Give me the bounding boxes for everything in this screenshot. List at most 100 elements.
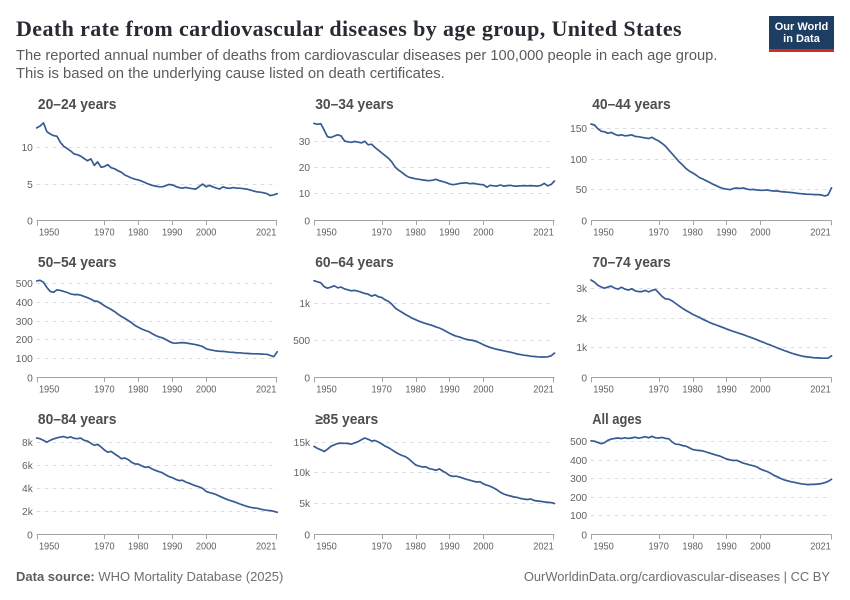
svg-text:1970: 1970 — [94, 227, 115, 238]
svg-text:All ages: All ages — [592, 412, 642, 428]
svg-text:1970: 1970 — [371, 227, 392, 238]
svg-text:2021: 2021 — [810, 227, 831, 238]
svg-text:1990: 1990 — [162, 384, 183, 395]
svg-text:1950: 1950 — [593, 541, 614, 552]
svg-text:200: 200 — [16, 335, 33, 346]
svg-text:300: 300 — [570, 474, 587, 485]
svg-text:1980: 1980 — [405, 227, 426, 238]
svg-text:1990: 1990 — [439, 227, 460, 238]
svg-text:1980: 1980 — [128, 227, 149, 238]
svg-text:0: 0 — [581, 530, 587, 541]
svg-text:10k: 10k — [294, 468, 311, 479]
svg-text:100: 100 — [570, 511, 587, 522]
svg-text:1970: 1970 — [94, 384, 115, 395]
svg-text:2021: 2021 — [256, 541, 277, 552]
svg-text:1970: 1970 — [648, 227, 669, 238]
svg-text:0: 0 — [304, 216, 310, 227]
svg-text:10: 10 — [299, 189, 311, 200]
svg-text:1990: 1990 — [716, 227, 737, 238]
svg-text:1990: 1990 — [162, 227, 183, 238]
svg-text:1950: 1950 — [39, 541, 60, 552]
svg-text:150: 150 — [570, 124, 587, 135]
svg-text:1990: 1990 — [162, 541, 183, 552]
svg-text:2021: 2021 — [810, 384, 831, 395]
svg-text:500: 500 — [293, 336, 310, 347]
svg-text:2000: 2000 — [196, 541, 217, 552]
svg-text:2021: 2021 — [256, 384, 277, 395]
svg-text:2000: 2000 — [473, 227, 494, 238]
svg-text:2021: 2021 — [256, 227, 277, 238]
svg-text:30–34 years: 30–34 years — [315, 97, 394, 113]
svg-text:2000: 2000 — [750, 384, 771, 395]
svg-text:10: 10 — [21, 143, 33, 154]
svg-text:≥85 years: ≥85 years — [315, 412, 378, 428]
svg-text:5: 5 — [27, 180, 33, 191]
svg-text:2000: 2000 — [196, 384, 217, 395]
svg-text:1980: 1980 — [682, 541, 703, 552]
svg-text:1970: 1970 — [371, 541, 392, 552]
svg-text:1950: 1950 — [39, 384, 60, 395]
svg-text:1950: 1950 — [316, 541, 337, 552]
svg-text:2000: 2000 — [750, 227, 771, 238]
svg-text:400: 400 — [16, 298, 33, 309]
svg-text:1950: 1950 — [316, 227, 337, 238]
svg-text:2021: 2021 — [810, 541, 831, 552]
svg-text:1k: 1k — [299, 299, 311, 310]
svg-text:0: 0 — [304, 530, 310, 541]
svg-text:100: 100 — [570, 155, 587, 166]
svg-text:1970: 1970 — [648, 541, 669, 552]
svg-text:40–44 years: 40–44 years — [592, 97, 671, 113]
svg-text:2021: 2021 — [533, 384, 554, 395]
svg-text:1980: 1980 — [128, 541, 149, 552]
svg-text:1950: 1950 — [39, 227, 60, 238]
svg-text:2000: 2000 — [473, 541, 494, 552]
svg-text:20: 20 — [299, 163, 311, 174]
svg-text:1980: 1980 — [405, 541, 426, 552]
svg-text:1980: 1980 — [682, 227, 703, 238]
svg-text:1980: 1980 — [128, 384, 149, 395]
svg-text:400: 400 — [570, 456, 587, 467]
svg-text:1990: 1990 — [716, 384, 737, 395]
svg-text:2000: 2000 — [196, 227, 217, 238]
svg-text:2k: 2k — [576, 314, 588, 325]
svg-text:8k: 8k — [22, 438, 34, 449]
svg-text:20–24 years: 20–24 years — [38, 97, 117, 113]
svg-text:100: 100 — [16, 354, 33, 365]
svg-text:500: 500 — [16, 279, 33, 290]
svg-text:1950: 1950 — [316, 384, 337, 395]
svg-text:1950: 1950 — [593, 227, 614, 238]
svg-text:50: 50 — [576, 185, 588, 196]
svg-text:200: 200 — [570, 493, 587, 504]
svg-text:1990: 1990 — [439, 384, 460, 395]
svg-text:0: 0 — [581, 373, 587, 384]
svg-text:4k: 4k — [22, 484, 34, 495]
svg-text:1k: 1k — [576, 343, 588, 354]
svg-text:1990: 1990 — [716, 541, 737, 552]
svg-text:60–64 years: 60–64 years — [315, 255, 394, 271]
svg-text:0: 0 — [304, 373, 310, 384]
svg-text:2021: 2021 — [533, 227, 554, 238]
svg-text:1950: 1950 — [593, 384, 614, 395]
svg-text:0: 0 — [581, 216, 587, 227]
svg-text:1970: 1970 — [94, 541, 115, 552]
svg-text:15k: 15k — [294, 438, 311, 449]
svg-text:2k: 2k — [22, 507, 34, 518]
svg-text:2021: 2021 — [533, 541, 554, 552]
svg-text:3k: 3k — [576, 284, 588, 295]
svg-text:0: 0 — [27, 216, 33, 227]
svg-text:6k: 6k — [22, 461, 34, 472]
svg-text:70–74 years: 70–74 years — [592, 255, 671, 271]
svg-text:5k: 5k — [299, 499, 311, 510]
svg-text:1970: 1970 — [648, 384, 669, 395]
svg-text:1970: 1970 — [371, 384, 392, 395]
svg-text:0: 0 — [27, 530, 33, 541]
svg-text:80–84 years: 80–84 years — [38, 412, 117, 428]
svg-text:1980: 1980 — [405, 384, 426, 395]
svg-text:30: 30 — [299, 137, 311, 148]
svg-text:1980: 1980 — [682, 384, 703, 395]
svg-text:500: 500 — [570, 437, 587, 448]
svg-text:1990: 1990 — [439, 541, 460, 552]
svg-text:2000: 2000 — [750, 541, 771, 552]
svg-text:0: 0 — [27, 373, 33, 384]
svg-text:300: 300 — [16, 317, 33, 328]
